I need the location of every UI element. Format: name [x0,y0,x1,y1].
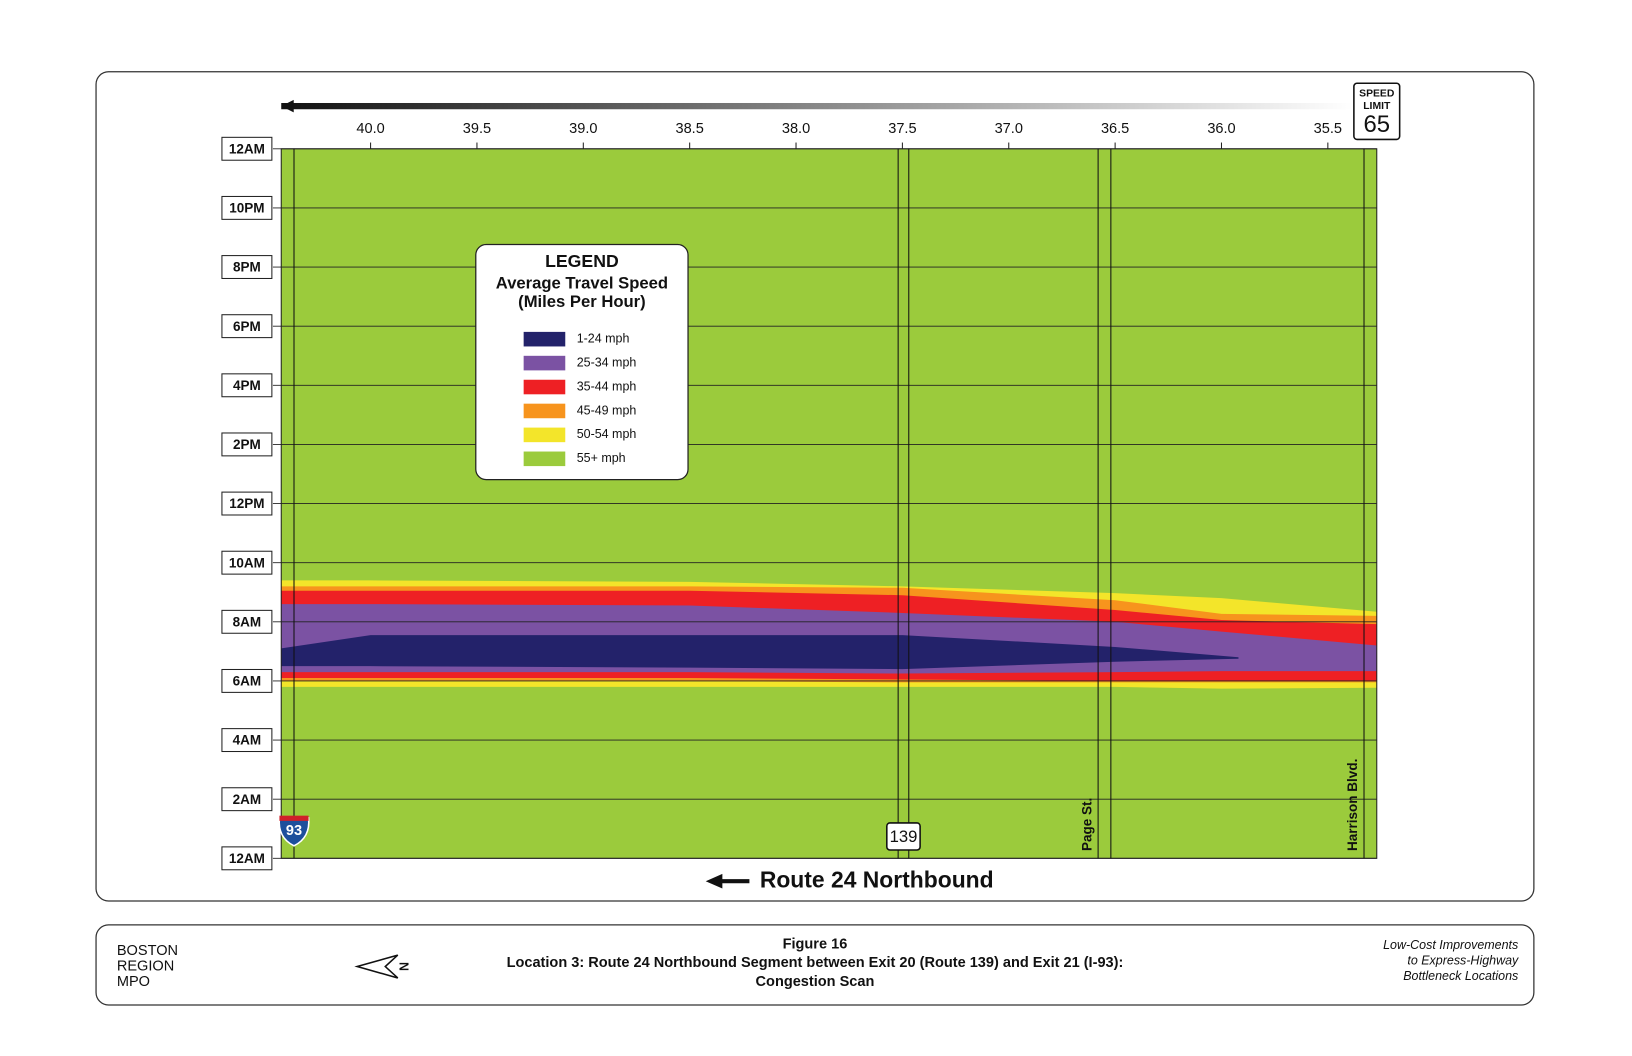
x-tick-label: 36.5 [1101,121,1129,137]
x-tick-label: 35.5 [1314,121,1342,137]
landmark-label: Harrison Blvd. [1345,759,1360,851]
legend-swatch [523,451,566,467]
legend-label: 45-49 mph [577,403,637,417]
speed-band [281,635,1239,670]
legend-box [475,243,689,481]
sign-box [1353,82,1401,141]
plot: 12AM 2AM 4AM 6AM 8AM 10AM 12PM 2PM 4PM 6PM 8PM 10PM… [221,121,1378,871]
sign-value: 65 [1363,111,1390,138]
sign-text: SPEED [1359,88,1395,99]
y-tick-label: 12AM [229,851,265,866]
figure-caption: Congestion Scan [756,974,875,990]
x-tick-label: 38.0 [782,121,810,137]
legend-subtitle: Average Travel Speed [496,273,668,292]
figure-number: Figure 16 [783,937,848,953]
y-tick-box [221,136,273,161]
legend-subtitle: (Miles Per Hour) [518,292,645,311]
direction-arrowhead [281,99,294,113]
y-tick-label: 8PM [233,260,261,275]
landmark-label: Page St. [1079,798,1094,851]
north-arrow [354,954,399,979]
org-name: MPO [117,974,150,990]
landmark-label: 139 [890,827,918,846]
x-tick-label: 37.0 [995,121,1023,137]
x-tick-label: 39.0 [569,121,597,137]
title-arrow [705,873,750,889]
legend-title: LEGEND [545,251,619,271]
y-tick-box [221,373,273,398]
y-tick-label: 6PM [233,319,261,334]
y-tick-box [221,314,273,339]
y-tick-box [221,668,273,693]
x-tick-label: 37.5 [888,121,916,137]
north-label: N [397,962,411,971]
legend-swatch [523,427,566,443]
x-tick-label: 40.0 [356,121,384,137]
legend-label: 55+ mph [577,451,626,465]
legend-swatch [523,355,566,371]
legend-swatch [523,331,566,347]
x-tick-label: 39.5 [463,121,491,137]
y-tick-label: 10AM [229,555,265,570]
footer-frame [95,924,1535,1006]
y-tick-box [221,432,273,457]
interstate-shield-top [279,815,309,821]
y-tick-box [221,550,273,575]
figure-caption: Location 3: Route 24 Northbound Segment … [507,955,1124,971]
y-tick-box [221,195,273,220]
y-tick-box [221,787,273,812]
landmark-label: 93 [286,823,302,839]
y-tick-label: 2PM [233,437,261,452]
report-title: to Express-Highway [1407,954,1519,968]
org-name: BOSTON [117,943,178,959]
y-tick-label: 4AM [233,733,262,748]
y-tick-label: 10PM [229,201,264,216]
legend-label: 35-44 mph [577,379,637,393]
legend-label: 50-54 mph [577,427,637,441]
y-tick-label: 2AM [233,792,262,807]
plot-border [280,148,1378,859]
legend-label: 25-34 mph [577,355,637,369]
interstate-shield [278,816,310,847]
y-tick-box [221,728,273,753]
route-shield [886,822,921,851]
sign-text: LIMIT [1363,101,1391,112]
report-title: Low-Cost Improvements [1383,938,1518,952]
chart-title: Route 24 Northbound [760,866,994,892]
y-tick-box [221,255,273,279]
legend-label: 1-24 mph [577,331,630,345]
y-tick-label: 12AM [229,141,265,156]
y-tick-label: 6AM [233,674,262,689]
x-tick-label: 38.5 [676,121,704,137]
footer: BOSTON REGION MPO N Figure 16 Location 3… [117,937,1519,990]
org-name: REGION [117,958,174,974]
legend: LEGEND Average Travel Speed (Miles Per H… [475,243,689,481]
y-tick-label: 8AM [233,614,262,629]
y-tick-box [221,846,273,871]
direction-bar [281,102,1353,110]
report-title: Bottleneck Locations [1403,969,1518,983]
x-tick-label: 36.0 [1207,121,1235,137]
legend-swatch [523,379,566,395]
y-tick-label: 4PM [233,378,261,393]
y-tick-label: 12PM [229,496,264,511]
legend-swatch [523,403,566,419]
speed-sign: SPEED LIMIT 65 [1353,82,1401,141]
y-tick-box [221,609,273,634]
y-tick-box [221,491,273,516]
